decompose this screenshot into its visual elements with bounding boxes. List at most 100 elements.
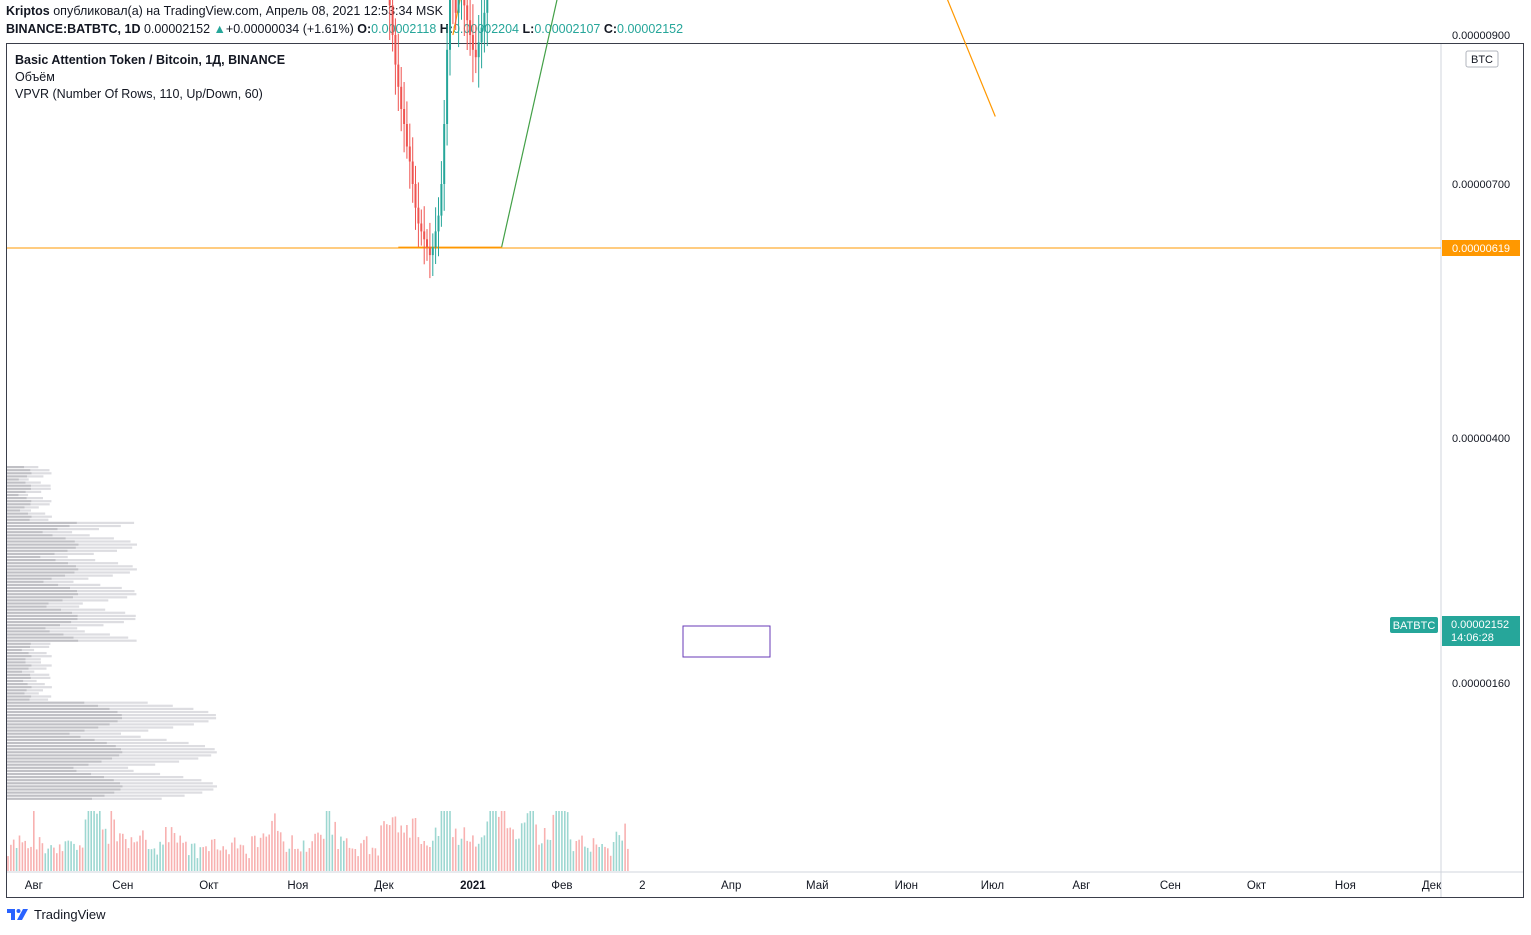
volume-profile-row: [24, 506, 39, 509]
volume-bar: [351, 848, 354, 871]
volume-profile-row: [91, 772, 161, 776]
volume-profile-row: [73, 596, 128, 599]
vpvr-legend[interactable]: VPVR (Number Of Rows, 110, Up/Down, 60): [15, 87, 263, 101]
volume-profile-row: [7, 500, 32, 503]
volume-profile-row: [7, 670, 22, 673]
volume-profile-row: [62, 599, 109, 602]
consolidation-box[interactable]: [682, 625, 771, 658]
volume-bar: [291, 835, 293, 871]
volume-bar: [225, 849, 227, 871]
volume-profile-row: [7, 710, 118, 714]
volume-profile-row: [74, 540, 131, 543]
time-tick-label: 2021: [460, 880, 486, 892]
candle-body: [434, 231, 437, 248]
volume-profile-row: [7, 583, 59, 586]
volume-bar: [426, 845, 428, 871]
volume-bar: [449, 811, 451, 871]
volume-profile-row: [7, 484, 31, 487]
volume-profile-row: [20, 509, 31, 512]
volume-profile-row: [7, 655, 32, 658]
volume-bar: [64, 841, 67, 871]
volume-bar: [76, 849, 78, 871]
volume-profile-row: [29, 518, 49, 521]
volume-bar: [581, 835, 583, 871]
candle-body: [397, 64, 400, 87]
volume-profile-row: [7, 633, 64, 636]
volume-profile-row: [77, 617, 136, 621]
volume-bar: [262, 833, 265, 871]
time-tick-label: Июн: [895, 880, 918, 892]
volume-profile-row: [18, 493, 29, 497]
volume-bar: [584, 846, 586, 871]
volume-profile-row: [7, 614, 78, 617]
volume-bar: [495, 811, 497, 871]
volume-bar: [7, 856, 9, 871]
price-tick-label: 0.00000400: [1452, 433, 1510, 445]
volume-bar: [70, 841, 72, 871]
volume-bar: [44, 853, 47, 871]
chart-title[interactable]: Basic Attention Token / Bitcoin, 1Д, BIN…: [15, 53, 285, 67]
volume-profile-row: [31, 487, 51, 490]
candle-body: [454, 0, 457, 13]
volume-bar: [251, 836, 253, 871]
volume-profile-row: [7, 630, 50, 633]
volume-bar: [205, 846, 207, 871]
candle-body: [411, 161, 414, 184]
volume-bar: [317, 832, 319, 871]
volume-profile-row: [30, 642, 51, 645]
volume-profile-row: [7, 763, 89, 766]
currency-badge[interactable]: [1465, 50, 1499, 68]
volume-bar: [475, 846, 477, 871]
volume-bar: [47, 848, 49, 871]
chart-frame: [6, 43, 1524, 898]
volume-profile-row: [7, 515, 32, 518]
volume-profile-row: [30, 676, 51, 679]
volume-profile-row: [78, 593, 137, 596]
volume-bar: [621, 840, 623, 871]
volume-profile-row: [7, 586, 71, 590]
volume-bar: [466, 840, 468, 871]
volume-bar: [423, 841, 425, 871]
volume-bar: [61, 851, 64, 871]
volume-profile-row: [76, 769, 134, 772]
tradingview-logo-icon: [7, 909, 28, 920]
volume-profile-row: [48, 602, 83, 605]
volume-profile-row: [84, 729, 149, 732]
volume-bar: [165, 827, 167, 871]
volume-legend[interactable]: Объём: [15, 70, 55, 84]
volume-bar: [35, 849, 38, 871]
volume-bar: [305, 851, 308, 871]
volume-profile-row: [74, 571, 130, 574]
volume-bar: [414, 818, 417, 871]
volume-profile-row: [7, 478, 19, 481]
volume-bar: [411, 818, 414, 871]
volume-bar: [601, 844, 603, 871]
volume-profile-row: [114, 791, 203, 794]
volume-profile-row: [7, 760, 102, 763]
volume-bar: [523, 822, 526, 871]
author-name[interactable]: Kriptos: [6, 4, 50, 18]
volume-bar: [119, 833, 121, 871]
volume-profile-row: [7, 580, 44, 583]
candle-body: [420, 223, 423, 232]
candle-body: [483, 12, 486, 28]
candle-body: [474, 49, 477, 58]
tradingview-footer[interactable]: TradingView: [6, 906, 106, 922]
volume-bar: [624, 823, 626, 871]
volume-bar: [391, 817, 394, 871]
trend-line: [501, 0, 558, 248]
volume-bar: [176, 842, 179, 871]
candle-body: [403, 109, 406, 124]
volume-bar: [170, 827, 173, 871]
volume-profile-row: [7, 611, 72, 614]
volume-bar: [299, 851, 302, 871]
volume-profile-row: [26, 689, 43, 692]
open-value: 0.00002118: [371, 22, 437, 36]
volume-profile-row: [7, 679, 24, 683]
volume-bar: [110, 811, 113, 871]
volume-profile-row: [98, 726, 174, 729]
volume-profile-row: [7, 766, 74, 769]
volume-bar: [311, 841, 313, 871]
volume-profile-row: [115, 745, 205, 748]
